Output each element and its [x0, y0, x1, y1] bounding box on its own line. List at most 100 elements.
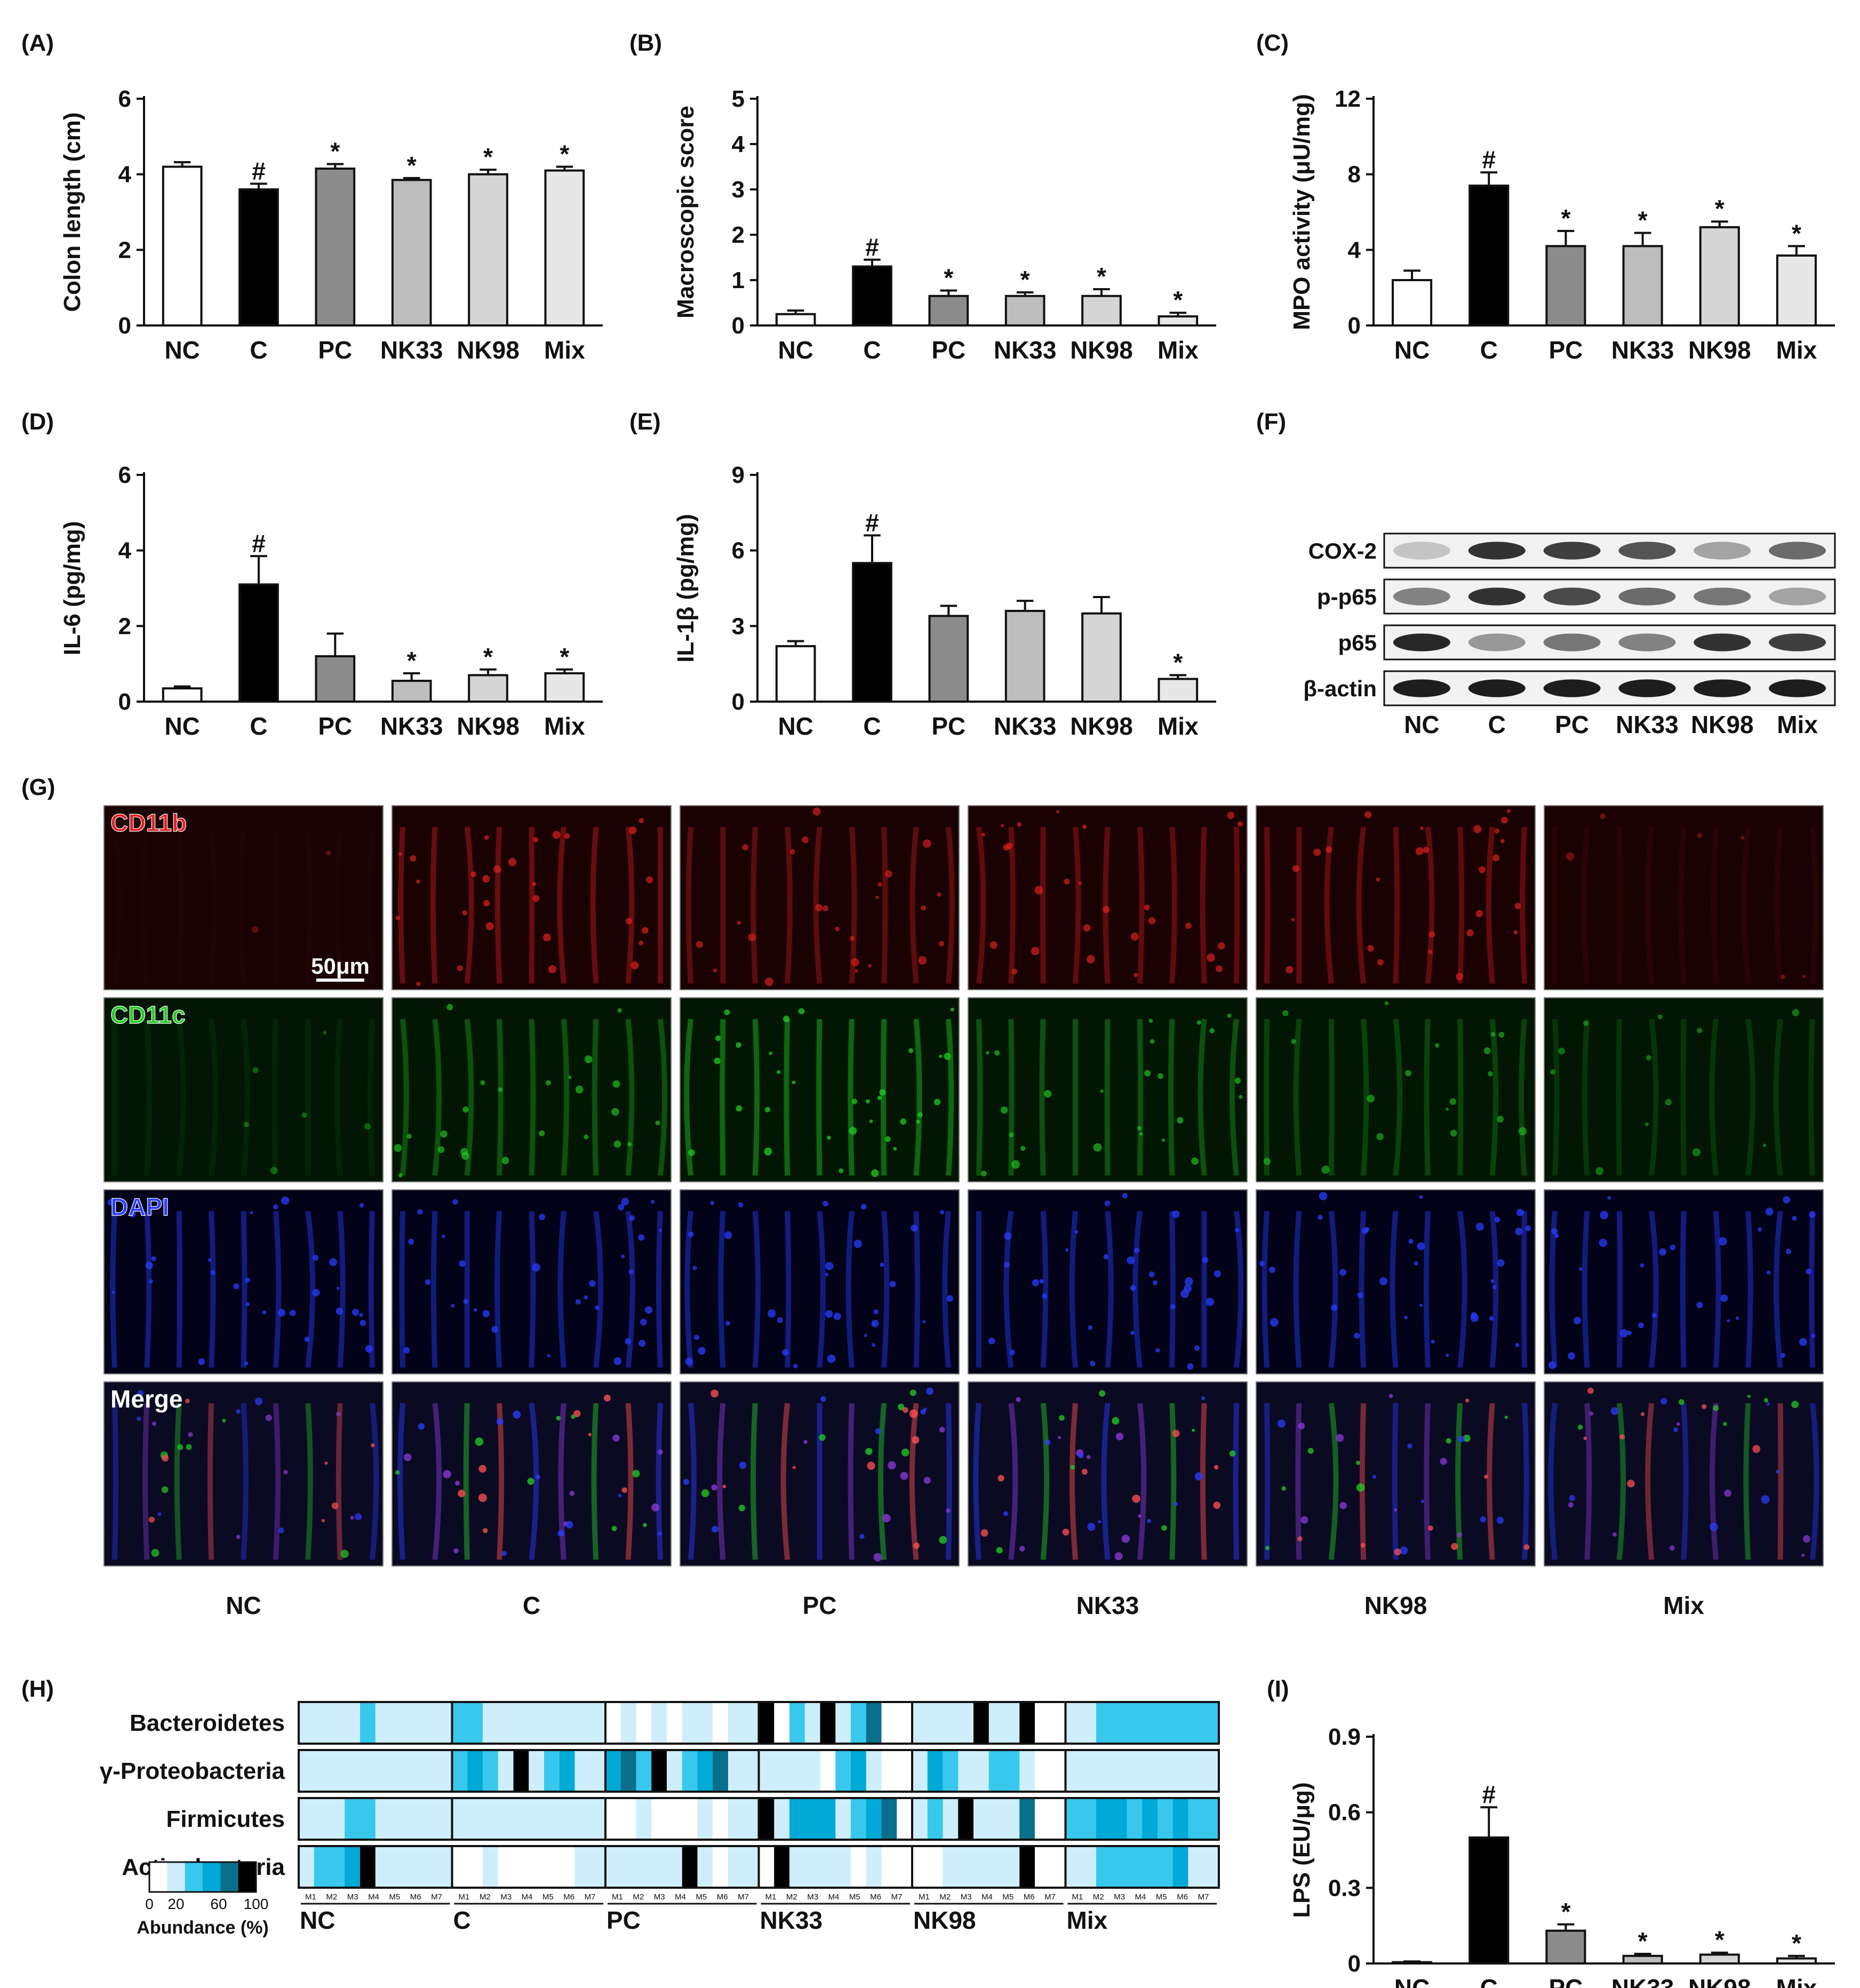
if-texture	[494, 1211, 502, 1368]
if-signal	[1103, 905, 1110, 913]
if-signal	[1000, 1106, 1008, 1114]
if-signal	[737, 921, 741, 925]
if-texture	[497, 1403, 505, 1560]
if-texture	[785, 826, 793, 984]
y-tick-label: 6	[118, 462, 131, 488]
if-signal	[1600, 813, 1606, 820]
if-signal	[1155, 1348, 1160, 1353]
if-signal	[611, 1108, 619, 1116]
if-signal	[849, 936, 855, 941]
x-tick-label: C	[1480, 336, 1498, 364]
heatmap-cell	[1157, 1702, 1174, 1744]
heatmap-cell	[1050, 1750, 1066, 1792]
if-signal	[1263, 1158, 1271, 1165]
heatmap-cell	[436, 1846, 452, 1888]
y-tick-label: 6	[732, 538, 745, 564]
if-signal	[981, 832, 986, 837]
if-signal	[1078, 1453, 1084, 1459]
heatmap-group-label: PC	[606, 1906, 641, 1934]
heatmap-cell	[314, 1846, 330, 1888]
if-texture	[593, 1211, 603, 1368]
if-signal	[185, 1398, 190, 1404]
if-texture	[1169, 1403, 1177, 1560]
if-signal	[1214, 1465, 1219, 1470]
if-texture	[1680, 1211, 1687, 1368]
if-signal	[321, 1518, 325, 1523]
if-signal	[612, 1080, 620, 1088]
heatmap-group-label: Mix	[1067, 1906, 1108, 1934]
if-signal	[1229, 1450, 1236, 1457]
if-signal	[573, 1410, 581, 1418]
x-tick-label: NK33	[380, 712, 443, 740]
if-signal	[1566, 852, 1575, 861]
if-texture	[656, 1211, 663, 1368]
heatmap-cell	[697, 1798, 713, 1840]
bar-c	[238, 188, 279, 327]
heatmap-cell	[682, 1750, 698, 1792]
if-signal	[1173, 1501, 1178, 1506]
heatmap-cell	[774, 1750, 790, 1792]
heatmap-mouse-label: M5	[1156, 1892, 1167, 1902]
if-texture	[557, 1211, 566, 1368]
heatmap-cell	[1188, 1798, 1204, 1840]
if-texture	[685, 826, 693, 984]
if-signal	[1494, 829, 1499, 834]
if-signal	[478, 1493, 487, 1502]
heatmap-cell	[912, 1846, 928, 1888]
if-signal	[1801, 1553, 1805, 1557]
if-signal	[496, 1418, 504, 1426]
significance-mark: #	[252, 157, 266, 185]
if-signal	[535, 1474, 540, 1480]
heatmap-mouse-label: M5	[696, 1892, 707, 1902]
if-signal	[452, 1199, 458, 1205]
heatmap-cell	[375, 1702, 391, 1744]
if-texture	[751, 826, 758, 984]
if-image-cd11b-c	[392, 805, 672, 990]
if-signal	[1727, 1319, 1730, 1323]
if-signal	[698, 1347, 706, 1355]
if-signal	[1209, 1028, 1215, 1033]
if-texture	[717, 1403, 726, 1560]
if-texture	[1616, 1211, 1623, 1368]
if-signal	[270, 1166, 278, 1174]
if-signal	[1475, 1222, 1484, 1231]
if-signal	[1407, 1443, 1412, 1449]
if-signal	[1291, 918, 1295, 921]
if-signal	[371, 1443, 375, 1448]
if-signal	[908, 1048, 914, 1053]
if-signal	[937, 892, 941, 897]
if-texture	[1198, 1019, 1207, 1176]
if-signal	[1268, 1266, 1275, 1273]
if-signal	[736, 1042, 741, 1048]
if-signal	[149, 1279, 153, 1284]
x-tick-label: PC	[318, 336, 352, 364]
if-signal	[437, 1146, 445, 1154]
if-texture	[1645, 826, 1655, 984]
heatmap-cell	[345, 1750, 361, 1792]
if-signal	[1191, 1157, 1199, 1165]
if-signal	[621, 1487, 627, 1493]
heatmap-cell	[421, 1702, 437, 1744]
if-signal	[1692, 1148, 1701, 1157]
heatmap-cell	[912, 1750, 928, 1792]
x-tick-label: NC	[164, 336, 199, 364]
heatmap-cell	[345, 1846, 361, 1888]
if-texture	[1810, 1403, 1819, 1560]
heatmap-cell	[713, 1798, 729, 1840]
if-signal	[1799, 1338, 1807, 1346]
if-signal	[1003, 1511, 1009, 1516]
if-signal	[418, 1423, 425, 1430]
if-signal	[1339, 1501, 1347, 1509]
y-tick-label: 1	[732, 267, 745, 293]
if-signal	[701, 1489, 709, 1498]
heatmap-cell	[897, 1798, 913, 1840]
if-signal	[871, 1169, 879, 1178]
heatmap-row-label: γ-Proteobacteria	[100, 1758, 285, 1784]
if-texture	[1200, 1403, 1207, 1560]
if-texture	[558, 1403, 566, 1560]
if-signal	[839, 1168, 844, 1173]
blot-row-label: p-p65	[1317, 584, 1377, 609]
heatmap-cell	[1019, 1750, 1035, 1792]
heatmap-cell	[973, 1702, 989, 1744]
heatmap-cell	[406, 1750, 422, 1792]
